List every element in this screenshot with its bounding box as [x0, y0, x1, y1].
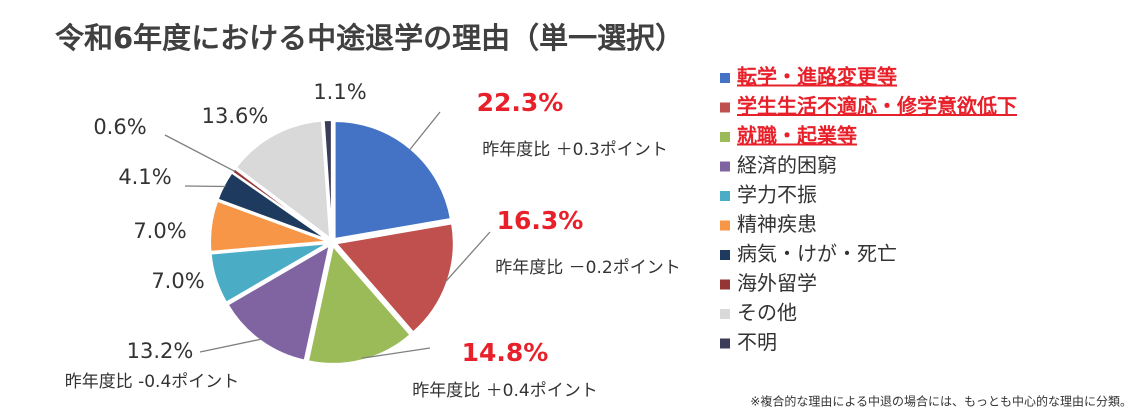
data-label: 4.1%	[118, 165, 171, 189]
legend-swatch	[720, 309, 730, 319]
chart-title: 令和6年度における中途退学の理由（単一選択）	[55, 21, 684, 55]
legend-swatch	[720, 279, 730, 290]
pie-slice	[209, 199, 329, 253]
data-label: 7.0%	[133, 219, 186, 243]
legend-label: 学力不振	[737, 183, 817, 207]
legend-swatch	[720, 250, 730, 260]
data-label: 16.3%	[497, 206, 584, 235]
pie-slice	[209, 242, 329, 305]
legend-swatch	[720, 161, 730, 172]
legend-label: 病気・けが・死亡	[737, 242, 897, 266]
leader-line	[408, 111, 441, 151]
legend-label: 学生生活不適応・修学意欲低下	[737, 94, 1017, 118]
annotation: 昨年度比 ＋0.4ポイント	[412, 381, 597, 401]
legend-label: その他	[737, 301, 797, 325]
pie-slice	[234, 119, 332, 241]
legend-label: 精神疾患	[737, 212, 817, 236]
data-label: 14.8%	[462, 338, 549, 367]
leader-line	[199, 338, 262, 353]
leader-line	[361, 347, 431, 359]
legend-label: 転学・進路変更等	[737, 65, 897, 89]
data-label: 1.1%	[313, 80, 366, 104]
pie-slice	[333, 119, 453, 241]
data-label: 13.2%	[127, 339, 194, 363]
legend-label: 就職・起業等	[737, 124, 857, 148]
annotation: 昨年度比 －0.2ポイント	[495, 258, 680, 278]
pie-slice	[226, 243, 332, 362]
leader-line	[184, 185, 226, 188]
data-label: 7.0%	[151, 269, 204, 293]
legend-swatch	[720, 191, 730, 201]
footnote: ※複合的な理由による中退の場合には、もっとも中心的な理由に分類。	[750, 394, 1132, 409]
legend-swatch	[720, 132, 730, 142]
legend-swatch	[720, 338, 730, 349]
legend-swatch	[720, 73, 730, 83]
data-label: 22.3%	[477, 88, 564, 117]
legend-label: 経済的困窮	[737, 153, 837, 177]
annotation: 昨年度比 ＋0.3ポイント	[482, 140, 667, 160]
legend-label: 不明	[737, 330, 777, 354]
data-label: 13.6%	[202, 104, 269, 128]
pie-slice	[306, 243, 412, 365]
legend-swatch	[720, 220, 730, 231]
pie-slice	[333, 222, 455, 334]
leader-line	[444, 231, 491, 283]
pie-slice	[322, 119, 333, 239]
annotation: 昨年度比 -0.4ポイント	[65, 372, 240, 392]
legend-swatch	[720, 102, 730, 113]
leader-line	[164, 134, 236, 173]
legend-label: 海外留学	[737, 271, 817, 295]
data-label: 0.6%	[93, 115, 146, 139]
